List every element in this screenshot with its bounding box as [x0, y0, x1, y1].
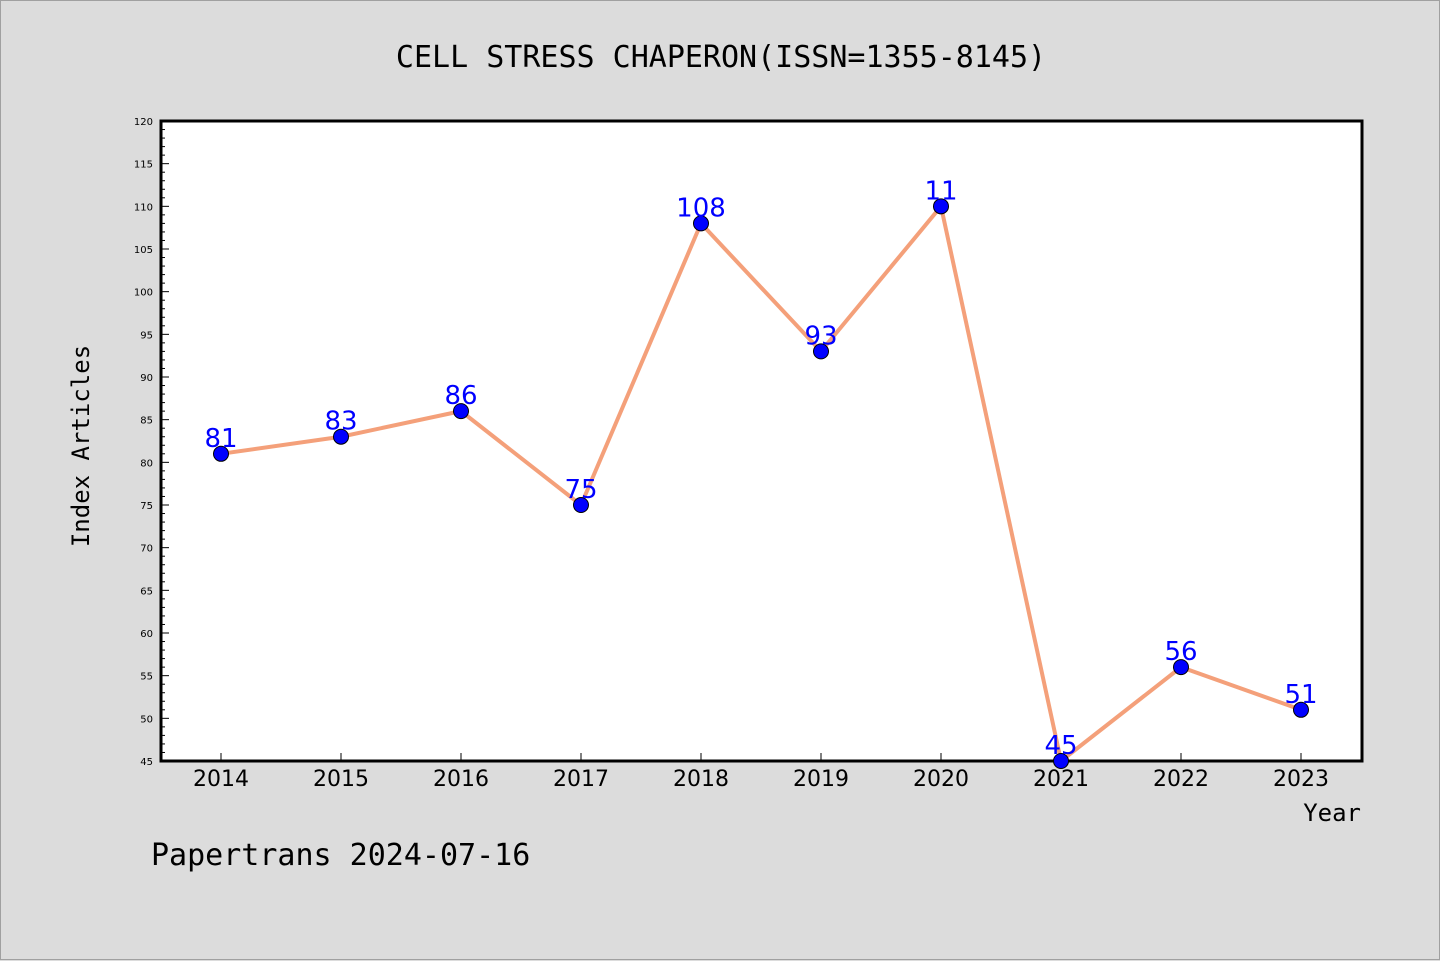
x-tick-label: 2014 [193, 767, 249, 792]
data-point [1293, 701, 1309, 718]
plot-area [159, 119, 1364, 763]
chart-title: CELL STRESS CHAPERON(ISSN=1355-8145) [396, 40, 1046, 75]
series-layer: 81 83 86 75 108 93 11 45 56 51 [204, 176, 1318, 769]
data-point [453, 403, 469, 420]
y-axis: 45 50 55 60 65 70 75 80 85 90 95 100 105 110 115 120 [134, 117, 169, 768]
y-tick-label: 110 [134, 202, 153, 213]
data-label: 108 [676, 193, 726, 223]
y-tick-label: 95 [140, 330, 153, 341]
y-tick-label: 75 [140, 501, 153, 512]
y-tick-label: 105 [134, 245, 153, 256]
data-label: 93 [804, 321, 837, 351]
data-point [1173, 659, 1189, 676]
data-label: 75 [564, 475, 597, 505]
x-tick-label: 2021 [1033, 767, 1089, 792]
footer-text: Papertrans 2024-07-16 [151, 838, 530, 873]
data-point [933, 198, 949, 215]
data-label: 81 [204, 424, 237, 454]
y-tick-label: 45 [140, 757, 153, 768]
x-tick-label: 2022 [1153, 767, 1209, 792]
y-tick-label: 70 [140, 544, 153, 555]
x-tick-label: 2017 [553, 767, 609, 792]
x-tick-label: 2020 [913, 767, 969, 792]
data-label: 83 [324, 407, 357, 437]
data-label: 11 [924, 176, 957, 206]
data-point [573, 497, 589, 513]
data-label: 45 [1044, 731, 1077, 761]
x-axis: 2014 2015 2016 2017 2018 2019 2020 2021 2022 2023 [193, 753, 1329, 792]
data-label: 56 [1164, 637, 1197, 667]
y-tick-label: 85 [140, 416, 153, 427]
y-tick-label: 65 [140, 586, 153, 597]
x-tick-label: 2016 [433, 767, 489, 792]
y-tick-label: 55 [140, 672, 153, 683]
x-tick-label: 2019 [793, 767, 849, 792]
data-label: 51 [1284, 680, 1317, 710]
x-tick-label: 2023 [1273, 767, 1329, 792]
x-tick-label: 2015 [313, 767, 369, 792]
y-tick-label: 90 [140, 373, 153, 384]
data-point [1053, 753, 1069, 769]
data-point [333, 428, 349, 445]
data-point [213, 445, 229, 462]
y-tick-label: 60 [140, 629, 153, 640]
x-axis-title: Year [1303, 799, 1361, 827]
y-tick-label: 100 [134, 288, 153, 299]
x-tick-label: 2018 [673, 767, 729, 792]
series-line [220, 204, 1302, 763]
y-tick-label: 115 [134, 160, 153, 171]
data-label: 86 [444, 381, 477, 411]
data-point [693, 215, 709, 232]
y-tick-label: 120 [134, 117, 153, 128]
y-tick-label: 80 [140, 458, 153, 469]
y-axis-title: Index Articles [67, 345, 95, 547]
data-point [813, 343, 829, 360]
y-tick-label: 50 [140, 714, 153, 725]
